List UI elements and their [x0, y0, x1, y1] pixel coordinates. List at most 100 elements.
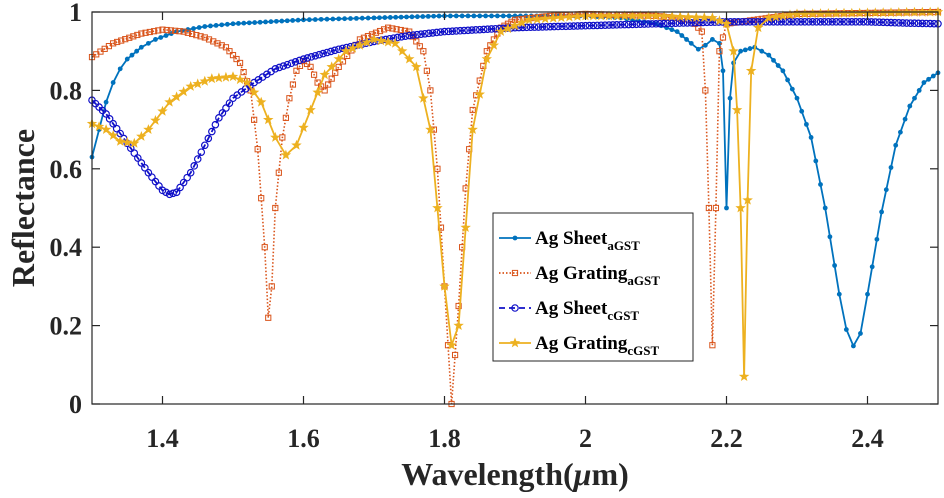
data-point — [477, 13, 483, 19]
data-point — [420, 48, 427, 55]
data-point — [312, 86, 323, 97]
data-point — [830, 7, 842, 18]
data-point — [193, 155, 202, 163]
data-point — [843, 327, 849, 332]
data-point — [164, 96, 175, 107]
data-point — [176, 28, 183, 35]
data-point — [240, 69, 247, 76]
data-point — [268, 19, 274, 25]
y-tick-label: 0.4 — [50, 233, 83, 262]
data-point — [291, 139, 302, 150]
data-point — [836, 291, 842, 297]
data-point — [387, 15, 393, 20]
data-point — [573, 22, 582, 30]
data-point — [380, 26, 388, 33]
data-point — [130, 149, 139, 157]
data-point — [425, 124, 436, 134]
data-point — [222, 104, 230, 112]
data-point — [475, 25, 484, 34]
data-point — [720, 68, 726, 74]
data-point — [648, 20, 656, 28]
data-point — [283, 60, 292, 69]
data-point — [447, 13, 453, 19]
data-point — [190, 162, 199, 170]
data-point — [888, 165, 894, 170]
data-point — [808, 17, 817, 26]
data-point — [620, 20, 629, 29]
data-point — [500, 13, 506, 19]
data-point — [530, 23, 539, 31]
data-point — [597, 21, 605, 30]
data-point — [427, 87, 434, 94]
data-point — [404, 53, 415, 64]
legend-label: Ag SheetaGST — [535, 228, 640, 253]
data-point — [176, 183, 184, 192]
data-point — [585, 21, 594, 30]
data-point — [546, 22, 555, 31]
data-point — [138, 30, 145, 37]
data-point — [588, 10, 599, 21]
data-point — [684, 37, 689, 42]
data-point — [398, 14, 404, 20]
data-point — [372, 29, 380, 36]
data-point — [376, 27, 384, 35]
y-tick-label: 0.6 — [50, 155, 83, 184]
data-point — [299, 55, 308, 63]
data-point — [832, 263, 837, 268]
legend-entry-3: Ag SheetcGST — [499, 298, 639, 323]
y-tick-label: 0 — [69, 390, 82, 419]
data-point — [202, 24, 208, 29]
data-point — [118, 37, 125, 44]
data-point — [731, 104, 743, 115]
data-point — [816, 17, 825, 26]
data-point — [117, 66, 123, 72]
data-point — [455, 302, 462, 310]
data-point — [667, 19, 676, 28]
data-point — [319, 69, 330, 80]
data-point — [138, 44, 144, 50]
data-point — [671, 19, 680, 28]
data-point — [107, 130, 119, 140]
data-point — [208, 127, 216, 136]
data-point — [328, 75, 335, 82]
data-point — [307, 53, 316, 61]
data-point — [382, 15, 388, 20]
data-point — [236, 59, 244, 67]
data-point — [601, 21, 609, 29]
data-point — [385, 24, 392, 31]
data-point — [683, 11, 694, 22]
data-point — [714, 15, 725, 26]
x-axis-label: Wavelength(μm) — [401, 456, 629, 492]
data-point — [910, 19, 919, 28]
data-point — [459, 13, 465, 19]
data-point — [204, 134, 213, 143]
data-point — [129, 52, 135, 58]
data-point — [334, 45, 343, 54]
data-point — [306, 17, 312, 23]
data-point — [859, 17, 868, 26]
data-point — [548, 12, 559, 23]
data-point — [652, 19, 660, 28]
data-point — [738, 17, 746, 26]
data-point — [263, 114, 274, 125]
data-point — [695, 24, 702, 31]
data-point — [169, 189, 177, 198]
legend-swatch-marker — [511, 269, 519, 277]
data-point — [382, 36, 394, 47]
data-point — [365, 15, 371, 21]
data-point — [389, 34, 398, 42]
data-point — [451, 351, 459, 359]
data-point — [201, 34, 208, 41]
data-point — [838, 7, 850, 18]
data-point — [258, 195, 265, 202]
data-point — [616, 20, 625, 29]
data-point — [183, 173, 191, 182]
data-point — [307, 63, 314, 70]
data-point — [650, 10, 662, 21]
data-point — [252, 20, 258, 25]
legend-label: Ag SheetcGST — [535, 298, 639, 323]
data-point — [199, 75, 210, 86]
data-point — [163, 26, 170, 34]
data-point — [226, 48, 233, 55]
data-point — [280, 149, 292, 160]
